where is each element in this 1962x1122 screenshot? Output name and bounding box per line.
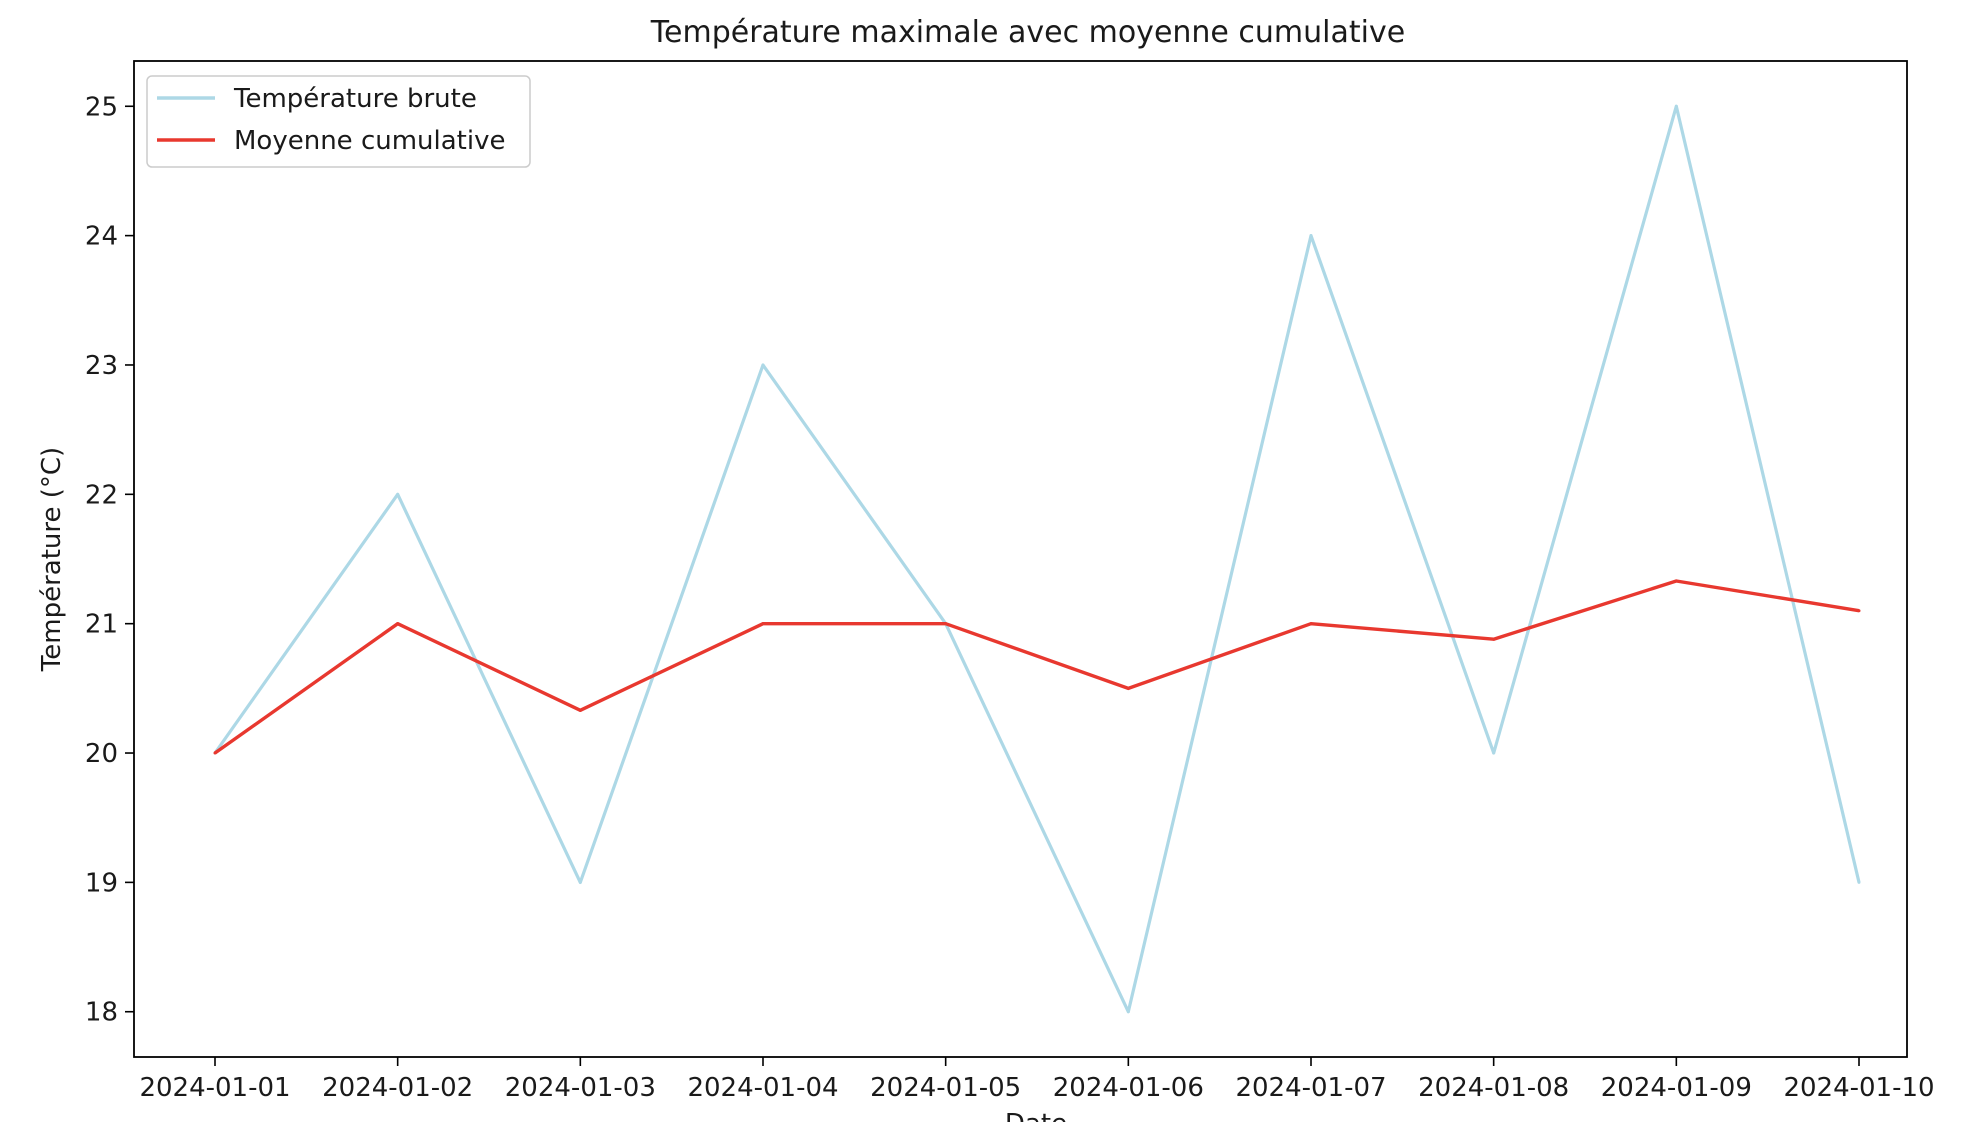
x-tick-label: 2024-01-05: [870, 1073, 1021, 1103]
x-tick-label: 2024-01-07: [1235, 1073, 1386, 1103]
legend-label-2: Moyenne cumulative: [234, 126, 505, 156]
y-tick-label: 25: [85, 92, 118, 122]
y-tick-label: 22: [85, 480, 118, 510]
series-1-point: [396, 492, 400, 496]
x-tick-label: 2024-01-10: [1783, 1073, 1934, 1103]
legend-box: [146, 75, 531, 168]
y-axis: 18 19 20 21 22 23 24 25: [85, 92, 134, 1028]
x-tick-label: 2024-01-06: [1053, 1073, 1204, 1103]
x-tick-label: 2024-01-09: [1601, 1073, 1752, 1103]
chart-title: Température maximale avec moyenne cumula…: [650, 15, 1405, 50]
series-2-point: [396, 622, 400, 626]
series-1-point: [1126, 1010, 1130, 1014]
series-1-point: [578, 880, 582, 884]
x-axis-label: Date: [1005, 1109, 1067, 1122]
x-tick-label: 2024-01-04: [687, 1073, 838, 1103]
series-2-point: [213, 751, 217, 755]
series-2-point: [761, 622, 765, 626]
y-tick-label: 21: [85, 610, 118, 640]
y-tick-label: 19: [85, 868, 118, 898]
series-2-point: [1126, 686, 1130, 690]
x-tick-label: 2024-01-01: [139, 1073, 290, 1103]
series-2-point: [1309, 622, 1313, 626]
series-2-point: [578, 708, 582, 712]
x-axis: 2024-01-01 2024-01-02 2024-01-03 2024-01-04…: [139, 1057, 1935, 1103]
y-axis-label: Température (°C): [37, 447, 67, 672]
plot-frame: [133, 60, 1908, 1058]
y-tick-label: 18: [85, 998, 118, 1028]
plot-area: [133, 60, 1908, 1058]
y-tick-label: 23: [85, 351, 118, 381]
series-2-point: [944, 622, 948, 626]
series-2-point: [1857, 609, 1861, 613]
series-line-1: [213, 104, 1861, 1014]
series-layer: [213, 104, 1861, 1014]
series-1-point: [761, 363, 765, 367]
x-tick-label: 2024-01-03: [505, 1073, 656, 1103]
y-tick-label: 24: [85, 222, 118, 252]
x-tick-label: 2024-01-02: [322, 1073, 473, 1103]
legend: Température brute Moyenne cumulative: [146, 75, 531, 168]
series-1-point: [1857, 880, 1861, 884]
x-tick-label: 2024-01-08: [1418, 1073, 1569, 1103]
series-2-point: [1492, 637, 1496, 641]
series-1-point: [1674, 104, 1678, 108]
legend-label-1: Température brute: [233, 84, 477, 114]
series-line-2: [214, 579, 1860, 755]
series-1-point: [1309, 234, 1313, 238]
y-tick-label: 20: [85, 739, 118, 769]
series-1-point: [1492, 751, 1496, 755]
series-2-point: [1674, 579, 1678, 583]
